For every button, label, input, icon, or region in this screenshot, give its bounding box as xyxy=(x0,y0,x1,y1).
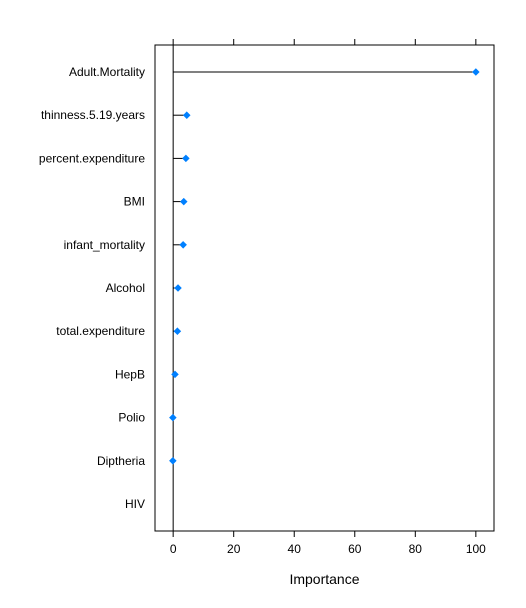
x-tick-label-0: 0 xyxy=(170,542,177,556)
x-axis-title: Importance xyxy=(289,571,359,587)
point-4 xyxy=(179,241,187,249)
point-9 xyxy=(169,457,177,465)
x-tick-label-1: 20 xyxy=(227,542,241,556)
category-label-5: Alcohol xyxy=(106,281,145,295)
x-tick-label-4: 80 xyxy=(409,542,423,556)
category-label-2: percent.expenditure xyxy=(39,151,145,165)
plot-frame xyxy=(154,44,495,532)
point-6 xyxy=(173,327,182,335)
category-label-10: HIV xyxy=(125,497,145,511)
top-axis-ticks xyxy=(172,39,477,45)
x-tick-label-5: 100 xyxy=(466,542,486,556)
category-label-0: Adult.Mortality xyxy=(69,65,145,79)
point-2 xyxy=(182,154,190,163)
category-label-1: thinness.5.19.years xyxy=(41,108,145,122)
category-label-8: Polio xyxy=(118,411,145,425)
category-label-9: Diptheria xyxy=(97,454,145,468)
point-0 xyxy=(472,68,480,76)
category-label-7: HepB xyxy=(115,367,145,381)
category-label-4: infant_mortality xyxy=(64,238,145,252)
category-labels: Adult.Mortality thinness.5.19.years percen… xyxy=(39,65,145,511)
importance-stems xyxy=(172,71,476,462)
x-tick-label-3: 60 xyxy=(348,542,362,556)
importance-points xyxy=(169,68,480,465)
point-5 xyxy=(174,284,182,292)
point-8 xyxy=(169,413,177,422)
point-7 xyxy=(171,370,179,379)
category-label-3: BMI xyxy=(124,195,145,209)
point-3 xyxy=(179,197,188,206)
bottom-axis-ticks: 0 20 40 60 80 100 xyxy=(170,531,486,556)
x-tick-label-2: 40 xyxy=(288,542,302,556)
category-label-6: total.expenditure xyxy=(56,324,145,338)
point-1 xyxy=(183,111,191,119)
